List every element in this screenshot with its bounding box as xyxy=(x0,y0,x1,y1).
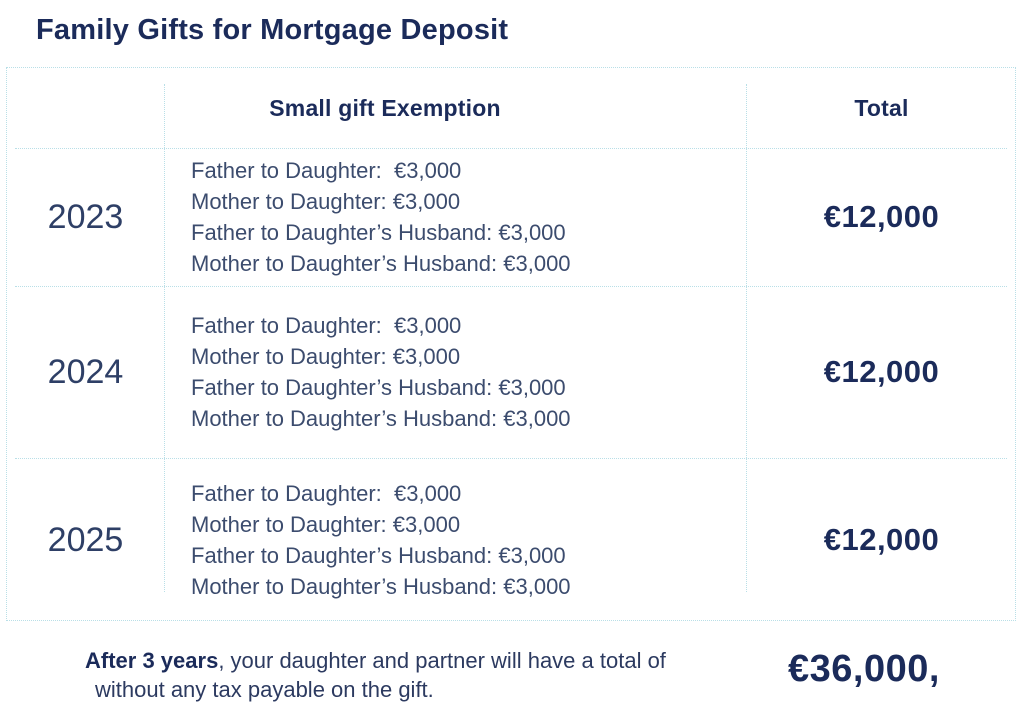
gift-line: Father to Daughter’s Husband: €3,000 xyxy=(191,543,566,568)
gift-line: Father to Daughter: €3,000 xyxy=(191,481,462,506)
row-divider xyxy=(15,458,1007,459)
header-cell-exemption: Small gift Exemption xyxy=(269,94,501,121)
year-cell: 2025 xyxy=(47,520,124,559)
gift-line: Father to Daughter: €3,000 xyxy=(191,158,462,183)
row-divider xyxy=(15,286,1007,287)
row-divider xyxy=(15,148,1007,149)
gift-line: Father to Daughter: €3,000 xyxy=(191,313,462,338)
gift-line: Father to Daughter’s Husband: €3,000 xyxy=(191,220,566,245)
summary-lead-bold: After 3 years xyxy=(85,648,219,673)
gifts-cell: Father to Daughter: €3,000 Mother to Dau… xyxy=(164,286,746,458)
summary-section: After 3 years, your daughter and partner… xyxy=(0,644,1024,714)
year-cell: 2024 xyxy=(47,352,124,391)
column-divider xyxy=(164,84,165,592)
summary-amount: €36,000, xyxy=(788,648,940,690)
total-cell: €12,000 xyxy=(823,354,940,389)
total-cell: €12,000 xyxy=(823,522,940,557)
gift-line: Mother to Daughter’s Husband: €3,000 xyxy=(191,406,571,431)
gift-line: Father to Daughter’s Husband: €3,000 xyxy=(191,375,566,400)
year-cell: 2023 xyxy=(47,197,124,236)
summary-lead-rest: , your daughter and partner will have a … xyxy=(218,648,666,673)
header-cell-year xyxy=(7,68,164,148)
summary-line1: After 3 years, your daughter and partner… xyxy=(85,646,666,675)
total-cell: €12,000 xyxy=(823,199,940,234)
column-divider xyxy=(746,84,747,592)
gift-line: Mother to Daughter: €3,000 xyxy=(191,189,461,214)
gifts-cell: Father to Daughter: €3,000 Mother to Dau… xyxy=(164,458,746,622)
gift-line: Mother to Daughter’s Husband: €3,000 xyxy=(191,574,571,599)
gift-line: Mother to Daughter’s Husband: €3,000 xyxy=(191,251,571,276)
summary-line2: without any tax payable on the gift. xyxy=(95,677,434,702)
gift-line: Mother to Daughter: €3,000 xyxy=(191,344,461,369)
summary-text: After 3 years, your daughter and partner… xyxy=(85,646,666,704)
page-title: Family Gifts for Mortgage Deposit xyxy=(36,14,509,46)
header-cell-total: Total xyxy=(854,94,909,121)
gifts-cell: Father to Daughter: €3,000 Mother to Dau… xyxy=(164,148,746,286)
gift-line: Mother to Daughter: €3,000 xyxy=(191,512,461,537)
gifts-table: Small gift Exemption Total 2023 Father t… xyxy=(6,67,1016,621)
table-grid: Small gift Exemption Total 2023 Father t… xyxy=(7,68,1015,620)
